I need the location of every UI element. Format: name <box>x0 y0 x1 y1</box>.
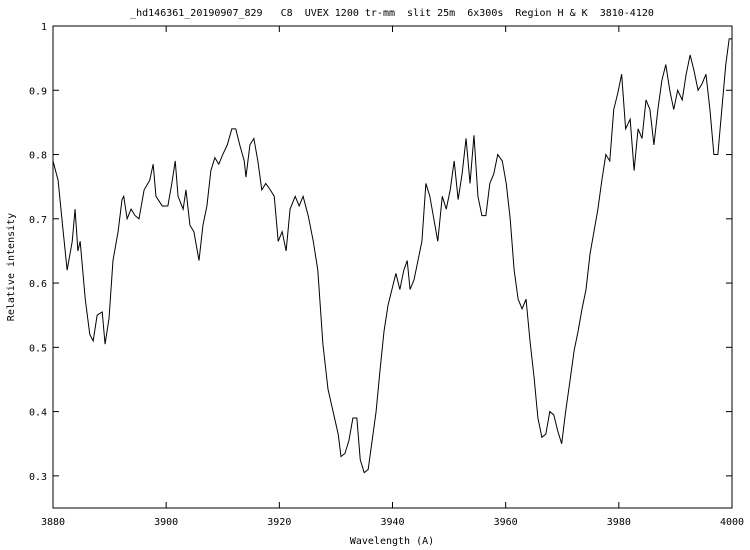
x-tick-label: 3980 <box>607 517 631 528</box>
y-tick-label: 0.9 <box>29 86 47 97</box>
chart-title: _hd146361_20190907_829 C8 UVEX 1200 tr-m… <box>130 8 654 19</box>
y-axis-label: Relative intensity <box>6 213 17 321</box>
x-tick-label: 3900 <box>154 517 178 528</box>
spectrum-line <box>52 38 732 474</box>
y-tick-label: 0.4 <box>29 408 47 419</box>
y-tick-label: 0.3 <box>29 472 47 483</box>
y-tick-label: 0.5 <box>29 343 47 354</box>
x-tick-label: 4000 <box>720 517 744 528</box>
x-axis-label: Wavelength (A) <box>350 536 434 547</box>
x-tick-label: 3920 <box>267 517 291 528</box>
y-tick-label: 0.8 <box>29 151 47 162</box>
y-tick-label: 0.6 <box>29 279 47 290</box>
x-tick-label: 3960 <box>494 517 518 528</box>
y-tick-label: 1 <box>41 22 47 33</box>
plot-frame <box>52 25 733 509</box>
x-tick-label: 3880 <box>41 517 65 528</box>
y-tick-label: 0.7 <box>29 215 47 226</box>
x-tick-label: 3940 <box>380 517 404 528</box>
